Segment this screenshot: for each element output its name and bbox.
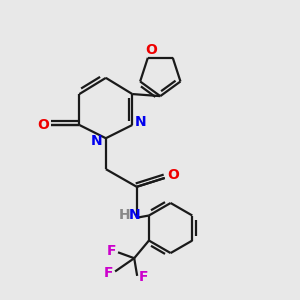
Text: N: N [135,115,146,129]
Text: F: F [104,266,113,280]
Text: O: O [37,118,49,132]
Text: F: F [139,270,148,284]
Text: O: O [145,43,157,56]
Text: N: N [91,134,102,148]
Text: F: F [107,244,116,258]
Text: O: O [167,168,179,182]
Text: H: H [118,208,130,222]
Text: N: N [129,208,140,222]
